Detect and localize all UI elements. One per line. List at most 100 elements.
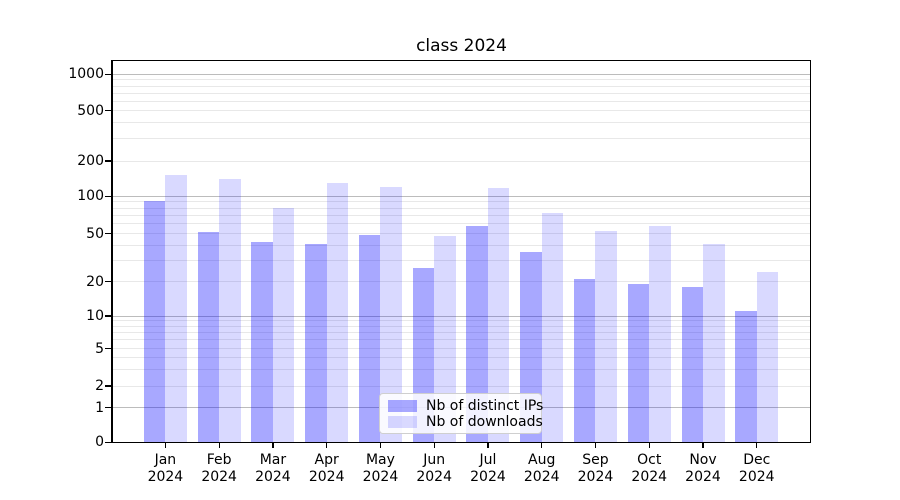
y-axis-tick-mark — [105, 281, 111, 283]
legend-label-downloads: Nb of downloads — [426, 414, 543, 430]
bar-distinct-ips-oct — [627, 284, 650, 443]
x-tick-month: Sep — [582, 452, 609, 469]
gridline-minor — [112, 233, 810, 235]
bar-downloads-mar — [272, 208, 295, 443]
x-axis-tick-mark — [594, 442, 597, 449]
gridline-minor — [112, 122, 810, 124]
chart-title: class 2024 — [416, 36, 507, 56]
bar-downloads-feb — [219, 179, 241, 443]
bar-downloads-jan — [165, 175, 187, 443]
gridline-minor — [112, 320, 810, 322]
bar-downloads-jul — [487, 188, 510, 443]
y-axis-tick-mark — [105, 347, 111, 350]
x-tick-month: Jan — [154, 452, 177, 469]
x-tick-year: 2024 — [201, 469, 237, 486]
x-tick-month: Oct — [637, 452, 662, 469]
bar-distinct-ips-feb — [197, 231, 220, 443]
x-tick-year: 2024 — [308, 469, 345, 486]
x-tick-year: 2024 — [523, 469, 560, 486]
x-axis-tick-label: Aug 2024 — [507, 452, 577, 486]
x-tick-month: Jun — [423, 452, 446, 469]
gridline-minor — [112, 357, 810, 359]
x-tick-month: Mar — [259, 452, 287, 469]
x-axis-tick-mark — [272, 442, 274, 449]
x-tick-year: 2024 — [362, 469, 399, 486]
x-axis-tick-mark — [433, 442, 435, 449]
bar-distinct-ips-jan — [143, 201, 166, 443]
y-axis-tick-mark — [105, 195, 111, 197]
gridline-major — [112, 315, 810, 317]
x-tick-year: 2024 — [685, 469, 721, 486]
y-axis-tick-label: 20 — [86, 273, 104, 290]
bar-distinct-ips-may — [358, 234, 381, 443]
legend-row-distinct-ips: Nb of distinct IPs — [388, 398, 543, 414]
gridline-major — [112, 73, 810, 75]
gridline-minor — [112, 385, 810, 387]
gridline-minor — [112, 244, 810, 246]
y-axis-tick-label: 100 — [77, 188, 104, 205]
gridline-minor — [112, 85, 810, 87]
bar-downloads-dec — [756, 272, 779, 443]
gridline-minor — [112, 201, 810, 203]
gridline-minor — [112, 215, 810, 217]
x-axis-tick-mark — [756, 442, 758, 449]
gridline-minor — [112, 332, 810, 334]
y-axis-tick-mark — [105, 73, 111, 75]
x-axis-tick-label: Mar 2024 — [238, 452, 308, 486]
gridline-minor — [112, 100, 810, 102]
x-axis-tick-label: Nov 2024 — [668, 452, 738, 486]
y-axis-tick-mark — [105, 385, 111, 387]
x-axis-tick-mark — [487, 442, 489, 449]
gridline-minor — [112, 110, 810, 112]
bar-downloads-jun — [434, 235, 456, 443]
gridline-minor — [112, 207, 810, 209]
y-axis-tick-label: 0 — [95, 434, 104, 451]
x-tick-year: 2024 — [470, 469, 506, 486]
bar-distinct-ips-apr — [305, 244, 327, 443]
x-axis-tick-mark — [702, 442, 704, 449]
bar-downloads-oct — [649, 225, 671, 443]
x-axis-tick-label: Jun 2024 — [399, 452, 469, 486]
x-axis-tick-label: Jan 2024 — [130, 452, 200, 486]
y-axis-tick-label: 5 — [95, 340, 104, 357]
gridline-minor — [112, 79, 810, 81]
x-tick-year: 2024 — [147, 469, 184, 486]
y-axis-spine — [111, 60, 113, 443]
bar-downloads-nov — [703, 244, 725, 443]
x-axis-tick-label: Feb 2024 — [184, 452, 254, 486]
x-axis-tick-mark — [648, 442, 650, 449]
x-axis-tick-label: Jul 2024 — [453, 452, 523, 486]
bar-downloads-aug — [541, 212, 564, 443]
x-tick-month: May — [365, 452, 395, 469]
legend-label-distinct-ips: Nb of distinct IPs — [426, 398, 544, 414]
bar-distinct-ips-mar — [251, 241, 273, 443]
y-axis-tick-mark — [105, 110, 111, 112]
x-axis-tick-mark — [541, 442, 543, 449]
y-axis-tick-mark — [105, 441, 111, 443]
gridline-minor — [112, 325, 810, 327]
gridline-major — [112, 195, 810, 197]
bar-distinct-ips-jul — [466, 225, 488, 443]
x-tick-month: Aug — [528, 452, 556, 469]
bar-distinct-ips-dec — [735, 311, 757, 443]
x-tick-month: Apr — [314, 452, 339, 469]
gridline-minor — [112, 281, 810, 283]
x-tick-year: 2024 — [738, 469, 775, 486]
gridline-minor — [112, 92, 810, 94]
x-axis-spine — [111, 441, 812, 443]
gridline-minor — [112, 138, 810, 140]
y-axis-tick-mark — [105, 406, 111, 409]
bar-downloads-sep — [595, 230, 617, 443]
plot-area — [112, 61, 810, 443]
bar-distinct-ips-nov — [681, 286, 703, 443]
gridline-minor — [112, 160, 810, 162]
legend-swatch-downloads — [388, 416, 417, 428]
y-axis-tick-mark — [105, 233, 111, 235]
y-axis-tick-label: 10 — [86, 308, 104, 324]
x-tick-month: Nov — [689, 452, 717, 469]
x-axis-tick-label: Oct 2024 — [614, 452, 684, 486]
gridline-minor — [112, 259, 810, 261]
y-axis-tick-label: 500 — [77, 102, 104, 119]
right-spine — [809, 60, 812, 443]
